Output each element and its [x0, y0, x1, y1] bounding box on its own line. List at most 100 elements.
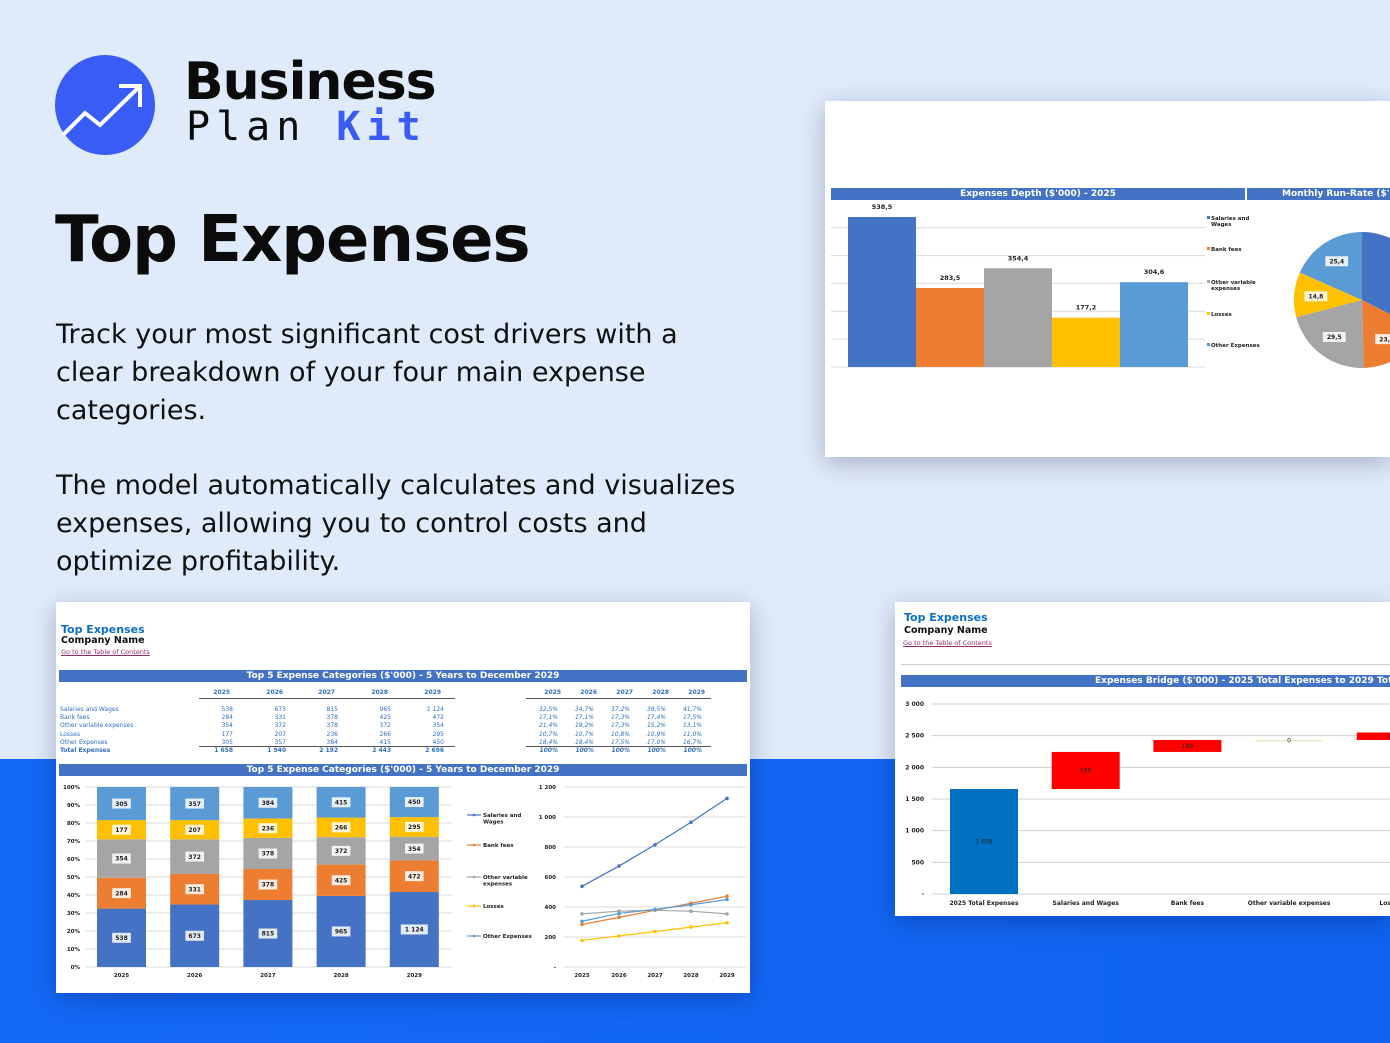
segment-label-box	[258, 879, 278, 890]
cell-value: 236	[326, 730, 338, 738]
segment-label-box	[185, 824, 204, 835]
cell-pct: 17,3%	[610, 722, 630, 730]
y-tick: 2 000	[905, 764, 924, 771]
cell-value: 538	[221, 706, 233, 713]
segment-label-box	[331, 926, 351, 937]
legend-label: Other Expenses	[483, 934, 532, 940]
legend-marker	[472, 813, 476, 817]
segment-label: 1 124	[405, 927, 424, 934]
table-header: Top 5 Expense Categories ($'000) - 5 Yea…	[59, 670, 747, 682]
y-tick: 40%	[67, 893, 81, 899]
y-tick: 80%	[67, 821, 81, 827]
pie-slice-0	[1362, 232, 1390, 315]
page-title: Top Expenses	[55, 203, 531, 277]
bridge-label: 11	[1387, 733, 1390, 740]
x-tick: 2027	[260, 973, 275, 979]
top-expenses-sheet-card: Top Expenses Company Name Go to the Tabl…	[56, 602, 750, 993]
bridge-toc-link[interactable]: Go to the Table of Contents	[903, 639, 992, 647]
cell-value: 378	[326, 714, 338, 722]
segment-label-box	[331, 845, 351, 856]
total-value: 2 192	[319, 747, 338, 754]
cell-value: 295	[432, 730, 444, 738]
total-value: 1 658	[214, 747, 233, 754]
pie-slice-3	[1294, 272, 1362, 318]
brand-plan: Plan	[186, 104, 307, 150]
cell-pct: 32,5%	[538, 706, 558, 713]
segment-label: 357	[188, 801, 201, 808]
bridge-sheet-title: Top Expenses	[904, 611, 988, 624]
cell-pct: 11,0%	[682, 730, 702, 738]
bridge-label: 189	[1182, 743, 1194, 750]
segment-label-box	[258, 797, 278, 808]
pie-label-box	[1304, 291, 1328, 302]
line-point	[689, 820, 693, 825]
legend-label: Wages	[1211, 222, 1232, 228]
bar-3	[1052, 317, 1120, 367]
legend-label: Salaries and	[1211, 216, 1249, 222]
line-point	[617, 911, 621, 916]
stacked-and-line-charts: 0% 10% 20% 30% 40% 50% 60% 70% 80% 90% 100% 538 284 3…	[63, 785, 746, 979]
legend-marker	[472, 875, 476, 879]
y-tick: 2 500	[905, 733, 924, 740]
cell-value: 372	[274, 722, 286, 730]
legend-swatch	[1207, 343, 1210, 346]
line-point	[653, 907, 657, 912]
legend-swatch	[1207, 247, 1210, 250]
legend-label: Losses	[483, 904, 505, 910]
cell-value: 673	[274, 706, 286, 713]
bar-label: 283,5	[940, 274, 961, 282]
y-tick: 0%	[71, 965, 81, 971]
segment-label: 207	[188, 827, 201, 834]
cell-pct: 16,7%	[682, 738, 702, 746]
line-point	[725, 912, 729, 916]
line-point	[689, 902, 693, 907]
y-tick: 50%	[67, 875, 81, 881]
total-pct: 100%	[575, 747, 594, 754]
total-value: 2 443	[372, 747, 391, 754]
cell-value: 1 124	[426, 706, 444, 713]
cell-pct: 37,2%	[610, 706, 630, 713]
cell-value: 266	[379, 730, 391, 738]
x-tick: Salaries and Wages	[1053, 900, 1120, 907]
legend-swatch	[1207, 280, 1210, 283]
line-point	[725, 920, 729, 925]
cell-value: 305	[221, 738, 233, 746]
cell-value: 965	[379, 706, 391, 713]
line-point	[617, 864, 621, 868]
pie-label: 23,6	[1379, 336, 1390, 343]
segment-label-box	[400, 924, 428, 935]
segment-label-box	[112, 798, 131, 809]
segment-label: 472	[408, 873, 421, 880]
legend-label: Bank fees	[1211, 247, 1242, 253]
table-of-contents-link[interactable]: Go to the Table of Contents	[61, 648, 150, 656]
bridge-bar-0	[950, 788, 1018, 894]
segment-label-box	[112, 853, 131, 864]
legend-label: Salaries and	[483, 813, 521, 819]
total-value: 1 940	[267, 747, 286, 754]
cell-pct: 34,7%	[574, 706, 594, 713]
line-series-0	[581, 797, 728, 887]
x-tick: Other variable expenses	[1248, 900, 1331, 907]
y-tick: 70%	[67, 839, 81, 845]
x-tick: 2029	[407, 973, 422, 979]
segment-label-box	[258, 928, 278, 939]
bar-label: 354,4	[1008, 254, 1029, 262]
segment-label: 177	[115, 827, 128, 834]
bar-label: 538,5	[872, 203, 893, 211]
cell-value: 815	[326, 706, 338, 713]
bridge-bar-1	[1051, 751, 1120, 789]
cell-value: 354	[432, 722, 444, 730]
x-tick: 2026	[611, 973, 626, 979]
line-point	[653, 842, 657, 847]
bridge-label: 0	[1287, 738, 1291, 745]
y-tick: 1 200	[539, 785, 556, 791]
y-tick: 600	[545, 875, 557, 881]
brand-kit: Kit	[336, 104, 427, 150]
segment-label-box	[405, 797, 424, 808]
year-header: 2025	[213, 689, 230, 696]
bar-4	[1120, 282, 1188, 367]
year-header: 2028	[371, 689, 388, 696]
row-label: Losses	[60, 730, 80, 738]
legend-label: Bank fees	[483, 843, 514, 849]
y-tick: 3 000	[905, 701, 924, 708]
